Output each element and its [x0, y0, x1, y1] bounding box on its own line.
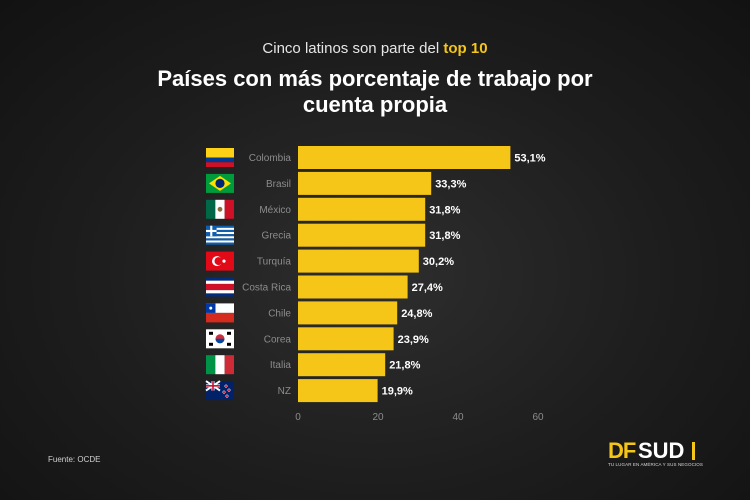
x-tick-label: 0 [295, 412, 301, 423]
source-note: Fuente: OCDE [48, 455, 101, 464]
value-label: 31,8% [429, 204, 460, 216]
costa-rica-flag-icon [206, 277, 234, 297]
chile-flag-icon [206, 303, 234, 323]
bar [298, 171, 432, 195]
bar [298, 223, 426, 247]
logo-sud-text: SUD [638, 438, 685, 463]
turkey-flag-icon [206, 251, 234, 271]
bar [298, 327, 394, 351]
logo-bar [692, 442, 695, 460]
logo-tagline: TU LUGAR EN AMÉRICA Y SUS NEGOCIOS [608, 462, 704, 467]
chart-title: Países con más porcentaje de trabajo por… [157, 66, 593, 117]
korea-flag-icon [206, 329, 234, 349]
category-label: Italia [270, 360, 292, 371]
bar [298, 275, 408, 299]
brazil-flag-icon [206, 173, 234, 193]
category-label: Brasil [266, 179, 291, 190]
x-tick-label: 60 [532, 412, 544, 423]
bar [298, 353, 386, 377]
subtitle-prefix: Cinco latinos son parte del [262, 40, 440, 57]
chart-subtitle: Cinco latinos son parte del top 10 [0, 40, 750, 57]
greece-flag-icon [206, 225, 234, 245]
x-tick-label: 40 [452, 412, 464, 423]
value-label: 33,3% [435, 178, 466, 190]
bar [298, 197, 426, 221]
value-label: 27,4% [412, 282, 443, 294]
value-label: 19,9% [382, 386, 413, 398]
new-zealand-flag-icon [205, 380, 234, 401]
bar [298, 379, 378, 403]
value-label: 21,8% [389, 360, 420, 372]
category-label: Chile [268, 308, 291, 319]
dfsud-logo: DF SUD TU LUGAR EN AMÉRICA Y SUS NEGOCIO… [608, 438, 708, 474]
category-label: México [259, 205, 291, 216]
value-label: 30,2% [423, 256, 454, 268]
x-tick-label: 20 [372, 412, 384, 423]
logo-df-text: DF [608, 438, 636, 463]
category-label: NZ [278, 386, 291, 397]
value-label: 24,8% [401, 308, 432, 320]
category-label: Corea [264, 334, 292, 345]
italy-flag-icon [206, 355, 234, 375]
bar [298, 249, 419, 273]
bar [298, 146, 511, 169]
category-label: Colombia [249, 153, 292, 164]
category-label: Grecia [262, 231, 292, 242]
value-label: 31,8% [429, 230, 460, 242]
category-label: Turquía [257, 257, 292, 268]
bar [298, 301, 398, 325]
mexico-flag-icon [206, 199, 234, 219]
colombia-flag-icon [206, 148, 234, 167]
subtitle-highlight: top 10 [443, 40, 488, 57]
value-label: 53,1% [514, 153, 545, 165]
category-label: Costa Rica [242, 283, 291, 294]
value-label: 23,9% [398, 334, 429, 346]
